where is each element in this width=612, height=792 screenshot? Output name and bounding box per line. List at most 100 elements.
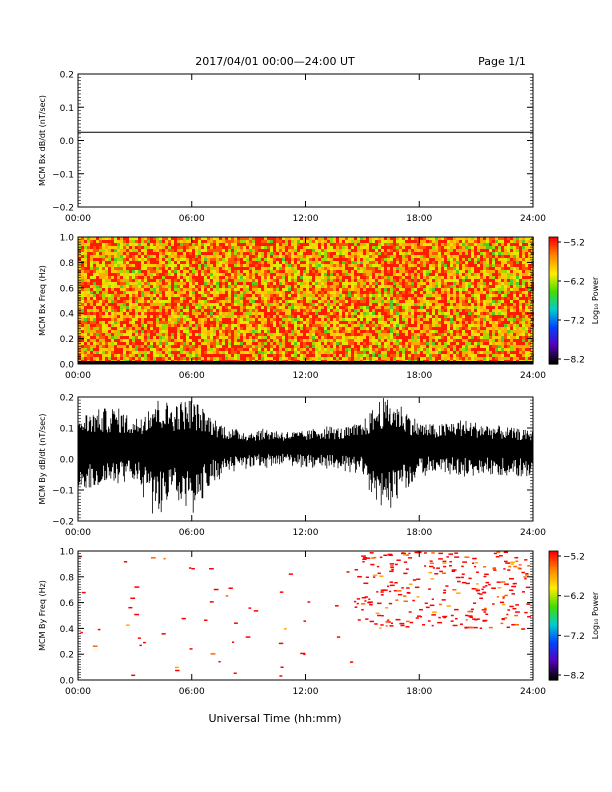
spectrogram-cell — [348, 288, 351, 291]
spectrogram-cell — [213, 237, 216, 240]
spectrogram-cell — [201, 306, 204, 309]
spectrogram-cell — [432, 261, 435, 264]
spectrogram-cell — [195, 273, 198, 276]
spectrogram-cell — [153, 258, 156, 261]
spectrogram-cell — [231, 330, 234, 333]
spectrogram-cell — [360, 270, 363, 273]
spectrogram-cell — [468, 312, 471, 315]
spectrogram-cell — [522, 276, 525, 279]
spectrogram-cell — [189, 267, 192, 270]
spectrogram-cell — [435, 324, 438, 327]
x-tick-label: 06:00 — [179, 214, 205, 224]
spectrogram-cell — [99, 243, 102, 246]
spectrogram-cell — [231, 276, 234, 279]
spectrogram-cell — [336, 252, 339, 255]
spectrogram-cell — [465, 303, 468, 306]
spectrogram-cell — [333, 249, 336, 252]
spectrogram-cell — [84, 318, 87, 321]
spectrogram-cell — [330, 252, 333, 255]
spectrogram-cell — [351, 315, 354, 318]
spectrogram-cell — [315, 246, 318, 249]
spectrogram-cell — [513, 288, 516, 291]
spectrogram-cell — [480, 285, 483, 288]
spectrogram-cell — [372, 309, 375, 312]
spectrogram-cell — [246, 261, 249, 264]
spectrogram-cell — [246, 300, 249, 303]
spectrogram-cell — [381, 321, 384, 324]
spectrogram-cell — [246, 306, 249, 309]
spectrogram-cell — [171, 249, 174, 252]
spectrogram-cell — [333, 291, 336, 294]
spectrogram-cell — [156, 303, 159, 306]
spectrogram-cell — [168, 282, 171, 285]
spectrogram-cell — [255, 291, 258, 294]
spectrogram-cell — [510, 237, 513, 240]
spectrogram-cell — [147, 249, 150, 252]
spectrogram-cell — [135, 303, 138, 306]
spectrogram-cell — [495, 279, 498, 282]
spectrogram-cell — [444, 303, 447, 306]
spectrogram-cell — [264, 321, 267, 324]
spectrogram-cell — [204, 291, 207, 294]
spectrogram-cell — [237, 315, 240, 318]
spectrogram-cell — [519, 237, 522, 240]
spectrogram-cell — [360, 264, 363, 267]
spectrogram-cell — [354, 291, 357, 294]
spectrogram-cell — [93, 237, 96, 240]
spectrogram-cell — [213, 300, 216, 303]
spectrogram-cell — [237, 312, 240, 315]
spectrogram-cell — [249, 288, 252, 291]
spectrogram-cell — [210, 288, 213, 291]
spectrogram-cell — [423, 297, 426, 300]
spectrogram-cell — [300, 276, 303, 279]
spectrogram-cell — [315, 306, 318, 309]
spectrogram-cell — [117, 279, 120, 282]
spectrogram-cell — [219, 291, 222, 294]
spectrogram-cell — [471, 291, 474, 294]
spectrogram-cell — [453, 255, 456, 258]
spectrogram-cell — [117, 237, 120, 240]
spectrogram-cell — [324, 288, 327, 291]
spectrogram-cell — [99, 276, 102, 279]
spectrogram-cell — [417, 249, 420, 252]
spectrogram-cell — [81, 294, 84, 297]
spectrogram-cell — [312, 246, 315, 249]
spectrogram-cell — [483, 324, 486, 327]
spectrogram-cell — [288, 270, 291, 273]
spectrogram-cell — [423, 312, 426, 315]
spectrogram-cell — [480, 288, 483, 291]
spectrogram-cell — [180, 279, 183, 282]
spectrogram-cell — [192, 255, 195, 258]
spectrogram-cell — [285, 321, 288, 324]
spectrogram-cell — [279, 252, 282, 255]
spectrogram-cell — [249, 273, 252, 276]
spectrogram-cell — [393, 270, 396, 273]
spectrogram-cell — [99, 240, 102, 243]
spectrogram-cell — [375, 270, 378, 273]
spectrogram-cell — [417, 261, 420, 264]
spectrogram-cell — [528, 300, 531, 303]
spectrogram-cell — [351, 297, 354, 300]
spectrogram-cell — [249, 246, 252, 249]
spectrogram-cell — [420, 327, 423, 330]
spectrogram-cell — [159, 252, 162, 255]
spectrogram-cell — [465, 321, 468, 324]
spectrogram-cell — [393, 306, 396, 309]
spectrogram-cell — [120, 240, 123, 243]
spectrogram-cell — [471, 315, 474, 318]
spectrogram-cell — [126, 258, 129, 261]
spectrogram-cell — [246, 264, 249, 267]
spectrogram-cell — [102, 270, 105, 273]
spectrogram-cell — [432, 243, 435, 246]
spectrogram-cell — [228, 309, 231, 312]
spectrogram-cell — [213, 288, 216, 291]
spectrogram-cell — [375, 330, 378, 333]
spectrogram-cell — [114, 321, 117, 324]
spectrogram-cell — [117, 264, 120, 267]
spectrogram-cell — [132, 261, 135, 264]
spectrogram-cell — [501, 258, 504, 261]
spectrogram-cell — [231, 282, 234, 285]
spectrogram-cell — [198, 270, 201, 273]
spectrogram-cell — [351, 300, 354, 303]
spectrogram-cell — [462, 252, 465, 255]
